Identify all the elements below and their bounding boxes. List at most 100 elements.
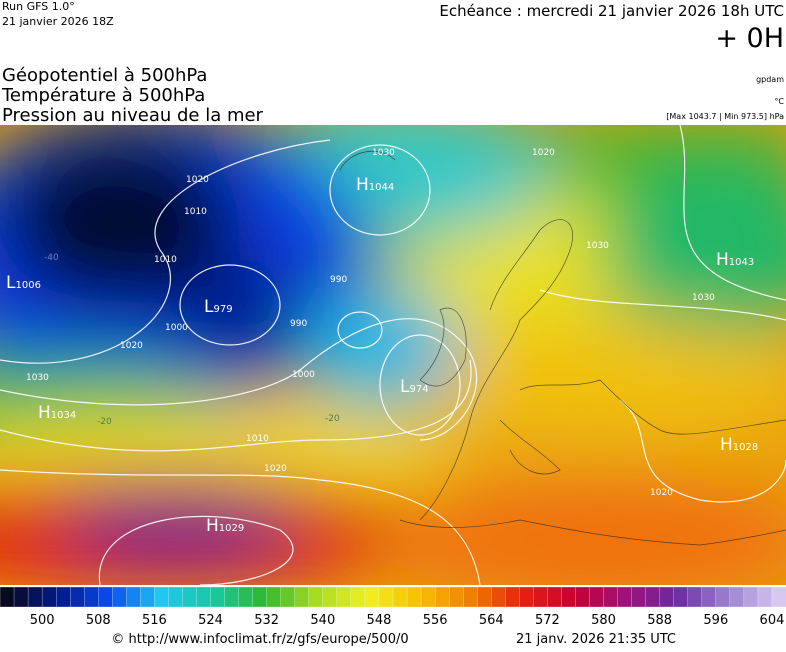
- scale-swatch: [84, 586, 99, 608]
- scale-label: 604: [760, 613, 785, 628]
- isoline-label: 1010: [154, 255, 177, 265]
- pressure-center: H1043: [716, 250, 754, 270]
- title: Géopotentiel à 500hPa: [2, 65, 207, 86]
- scale-swatch: [645, 586, 661, 608]
- scale-label: 516: [142, 613, 167, 628]
- isoline-label: 1010: [184, 207, 207, 217]
- isoline-label: 1030: [586, 241, 609, 251]
- isoline-label: 1030: [26, 373, 49, 383]
- scale-swatch: [27, 586, 43, 608]
- scale-swatch: [547, 586, 563, 608]
- scale-label: 548: [367, 613, 392, 628]
- scale-swatch: [392, 586, 408, 608]
- color-scale: 500 508 516 524 532 540 548 556 564 572 580 588 596 6…: [0, 586, 786, 628]
- scale-swatch: [41, 586, 57, 608]
- offset: + 0H: [715, 23, 784, 54]
- scale-swatch: [434, 586, 450, 608]
- scale-swatch: [463, 586, 478, 608]
- pressure-center: L974: [400, 377, 429, 397]
- unit: °C: [774, 97, 784, 106]
- scale-swatch: [308, 586, 324, 608]
- isoline-label: -20: [325, 414, 340, 424]
- scale-swatch: [743, 586, 759, 608]
- unit: gpdam: [756, 75, 784, 84]
- isoline-label: -20: [97, 417, 112, 427]
- scale-swatch: [168, 586, 184, 608]
- scale-swatch: [701, 586, 717, 608]
- pressure-center: L1006: [6, 273, 41, 293]
- scale-swatch: [112, 586, 127, 608]
- scale-swatch: [617, 586, 633, 608]
- isoline-label: 1030: [372, 148, 395, 158]
- scale-swatch: [350, 586, 366, 608]
- title: Pression au niveau de la mer: [2, 105, 264, 126]
- isoline-label: 1000: [165, 323, 188, 333]
- scale-label: 500: [30, 613, 55, 628]
- isoline-label: 1020: [264, 464, 287, 474]
- isoline-label: 1020: [650, 488, 673, 498]
- pressure-center: L979: [204, 297, 233, 317]
- isoline-label: 1030: [692, 293, 715, 303]
- scale-swatch: [505, 586, 520, 608]
- isoline-label: 1020: [532, 148, 555, 158]
- pressure-center: H1029: [206, 516, 244, 536]
- scale-swatch: [55, 586, 71, 608]
- scale-swatch: [631, 586, 647, 608]
- scale-swatch: [406, 586, 422, 608]
- scale-swatch: [687, 586, 703, 608]
- scale-swatch: [252, 586, 268, 608]
- isoline-label: 1000: [292, 370, 315, 380]
- scale-label: 572: [535, 613, 560, 628]
- scale-swatch: [491, 586, 506, 608]
- scale-swatch: [519, 586, 535, 608]
- scale-swatch: [659, 586, 675, 608]
- scale-swatch: [13, 586, 29, 608]
- isoline-label: -40: [44, 253, 59, 263]
- isoline-label: 990: [290, 319, 307, 329]
- scale-swatch: [771, 586, 786, 608]
- pressure-center: H1044: [356, 175, 394, 195]
- unit: [Max 1043.7 | Min 973.5] hPa: [666, 112, 784, 121]
- scale-swatch: [533, 586, 549, 608]
- run-date: 21 janvier 2026 18Z: [2, 15, 114, 28]
- scale-swatch: [210, 586, 226, 608]
- scale-swatch: [589, 586, 605, 608]
- scale-swatch: [280, 586, 296, 608]
- pressure-center: H1034: [38, 403, 76, 423]
- scale-swatch: [196, 586, 212, 608]
- echeance: Echéance : mercredi 21 janvier 2026 18h …: [439, 2, 784, 20]
- scale-swatch: [322, 586, 338, 608]
- scale-swatch: [378, 586, 394, 608]
- scale-swatch: [182, 586, 198, 608]
- scale-swatch: [126, 586, 142, 608]
- title: Température à 500hPa: [1, 85, 205, 106]
- scale-swatch: [477, 586, 492, 608]
- scale-swatch: [603, 586, 619, 608]
- scale-swatch: [575, 586, 591, 608]
- scale-swatch: [729, 586, 745, 608]
- scale-label: 596: [703, 613, 728, 628]
- scale-swatch: [673, 586, 689, 608]
- scale-swatch: [70, 586, 85, 608]
- scale-swatch: [140, 586, 156, 608]
- scale-label: 588: [647, 613, 672, 628]
- scale-swatch: [420, 586, 436, 608]
- source-url: © http://www.infoclimat.fr/z/gfs/europe/…: [111, 632, 408, 647]
- isoline-label: 990: [330, 275, 347, 285]
- isoline-label: 1020: [120, 341, 143, 351]
- scale-swatch: [715, 586, 731, 608]
- scale-swatch: [98, 586, 113, 608]
- scale-swatch: [154, 586, 170, 608]
- scale-swatch: [266, 586, 282, 608]
- scale-swatch: [757, 586, 773, 608]
- scale-swatch: [238, 586, 254, 608]
- scale-label: 532: [254, 613, 279, 628]
- scale-swatch: [364, 586, 380, 608]
- scale-swatch: [0, 586, 15, 608]
- scale-label: 556: [423, 613, 448, 628]
- scale-label: 540: [310, 613, 335, 628]
- scale-label: 508: [86, 613, 111, 628]
- scale-swatch: [448, 586, 464, 608]
- scale-label: 524: [198, 613, 223, 628]
